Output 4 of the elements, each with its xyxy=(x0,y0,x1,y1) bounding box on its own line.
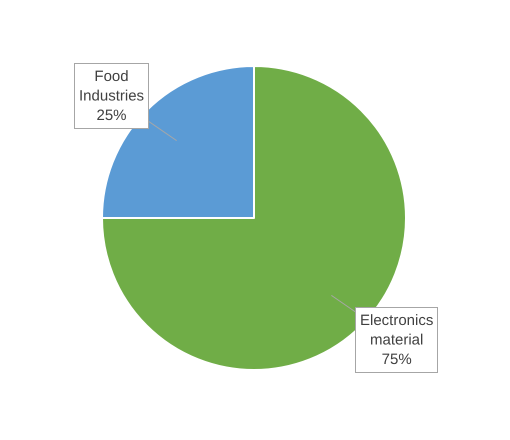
slice-label: Food Industries xyxy=(79,68,144,104)
data-label: 25% xyxy=(96,107,127,124)
slice-label: Electronics material xyxy=(360,312,434,348)
data-label: 75% xyxy=(382,351,412,368)
